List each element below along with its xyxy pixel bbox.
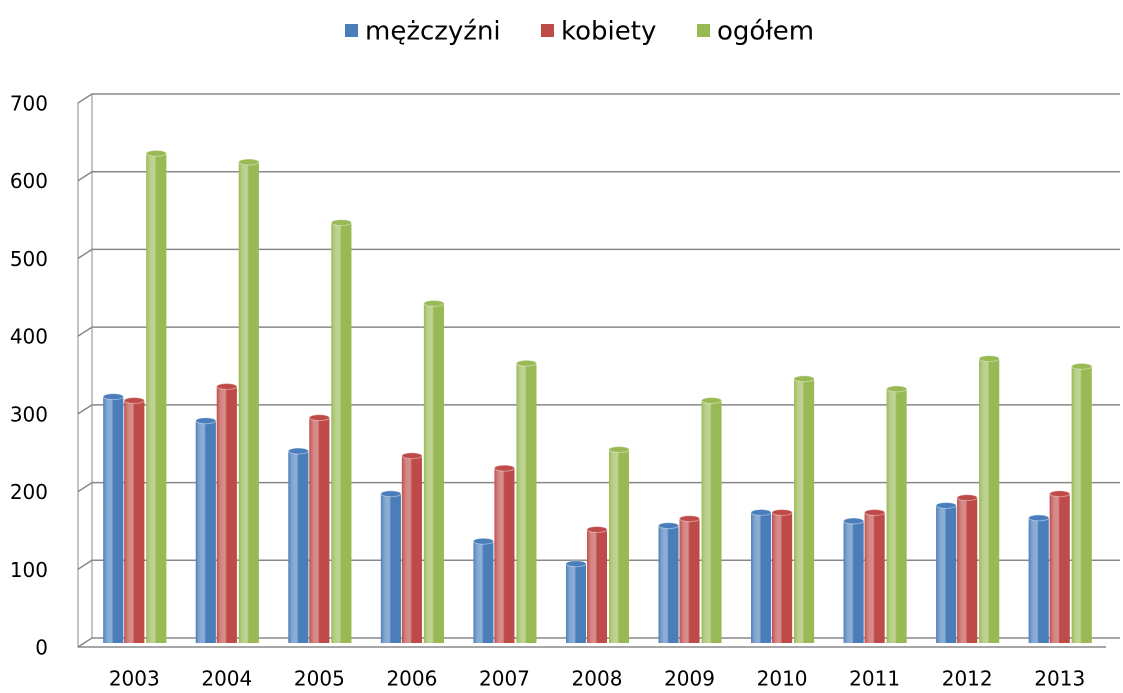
y-tick-label: 200	[10, 480, 48, 504]
bar-shade	[146, 153, 167, 643]
bar-top	[1028, 514, 1050, 522]
bar-shade	[401, 455, 422, 643]
bar-top	[565, 560, 587, 568]
x-tick-label: 2003	[109, 667, 160, 691]
bar-shade	[936, 505, 957, 643]
bar-shade	[1049, 493, 1070, 643]
bar-top	[423, 299, 445, 307]
x-tick-label: 2008	[572, 667, 623, 691]
legend-label: kobiety	[561, 17, 656, 47]
bar-shade	[516, 363, 537, 643]
bar-shade	[679, 518, 700, 643]
bar-top	[843, 517, 865, 525]
bar-top	[123, 397, 145, 405]
x-tick-label: 2012	[942, 667, 993, 691]
bar-shade	[957, 497, 978, 643]
legend-swatch	[345, 24, 358, 37]
bar-shade	[886, 388, 907, 643]
grid-line	[77, 248, 1120, 260]
bar-shade	[751, 512, 772, 643]
y-tick-label: 500	[10, 247, 48, 271]
x-tick-label: 2006	[386, 667, 437, 691]
grid-line	[77, 170, 1120, 182]
bar-top	[330, 219, 352, 227]
bar-shade	[566, 563, 586, 643]
bar-shade	[772, 512, 793, 643]
bar-top	[493, 464, 515, 472]
legend-swatch	[697, 24, 710, 37]
bar-shade	[1071, 366, 1092, 643]
bar-shade	[979, 358, 1000, 643]
y-tick-label: 600	[10, 169, 48, 193]
legend-label: ogółem	[717, 17, 814, 47]
bar-top	[195, 417, 217, 425]
bar-top	[935, 501, 957, 509]
bar-shade	[473, 541, 494, 643]
grid-line	[77, 481, 1120, 493]
y-tick-label: 400	[10, 325, 48, 349]
bar-top	[886, 385, 908, 393]
bar-shade	[380, 493, 401, 643]
bar-top	[401, 452, 423, 460]
bar-top	[287, 447, 309, 455]
bar-top	[216, 383, 238, 391]
bar-shade	[103, 396, 124, 643]
x-tick-label: 2004	[201, 667, 252, 691]
y-tick-label: 700	[10, 92, 48, 116]
x-tick-label: 2011	[849, 667, 900, 691]
bar-top	[515, 359, 537, 367]
bar-top	[608, 445, 630, 453]
bar-top	[978, 355, 1000, 363]
bar-shade	[1028, 517, 1049, 643]
bar-shade	[238, 161, 259, 643]
bar-shade	[864, 512, 885, 643]
bar-shade	[609, 449, 629, 643]
x-tick-label: 2009	[664, 667, 715, 691]
bar-shade	[658, 525, 679, 643]
bar-shade	[843, 520, 864, 643]
bar-shade	[288, 451, 309, 643]
bar-shade	[331, 222, 352, 643]
bar-top	[586, 526, 608, 534]
x-tick-label: 2010	[757, 667, 808, 691]
bar-top	[864, 508, 886, 516]
bar-top	[472, 537, 494, 545]
bar-shade	[309, 417, 330, 643]
grid-line	[77, 326, 1120, 337]
x-tick-label: 2005	[294, 667, 345, 691]
bar-top	[956, 494, 978, 502]
bar-top	[238, 158, 260, 166]
grid-line	[77, 93, 1120, 104]
bar-top	[771, 508, 793, 516]
y-tick-label: 300	[10, 402, 48, 426]
bar-top	[701, 397, 723, 405]
y-tick-label: 100	[10, 558, 48, 582]
x-tick-label: 2007	[479, 667, 530, 691]
bar-top	[793, 375, 815, 383]
bar-top	[658, 522, 680, 530]
bar-top	[145, 149, 167, 157]
bar-top	[750, 508, 772, 516]
bar-shade	[216, 386, 237, 643]
y-tick-label: 0	[35, 636, 48, 660]
bar-top	[679, 515, 701, 523]
bar-shade	[794, 378, 815, 643]
bar-top	[308, 414, 330, 422]
bar-shade	[587, 529, 607, 643]
legend-label: mężczyźni	[365, 17, 501, 47]
grid-line	[77, 404, 1120, 415]
bar-top	[1071, 362, 1093, 370]
x-tick-label: 2013	[1034, 667, 1085, 691]
bar-top	[1049, 490, 1071, 498]
bar-shade	[423, 303, 444, 643]
bar-top	[102, 393, 124, 401]
bar-shade	[195, 420, 216, 643]
bar-shade	[701, 400, 722, 643]
legend-swatch	[541, 24, 554, 37]
bar-shade	[494, 468, 515, 643]
bar-shade	[124, 400, 145, 643]
bar-top	[380, 490, 402, 498]
